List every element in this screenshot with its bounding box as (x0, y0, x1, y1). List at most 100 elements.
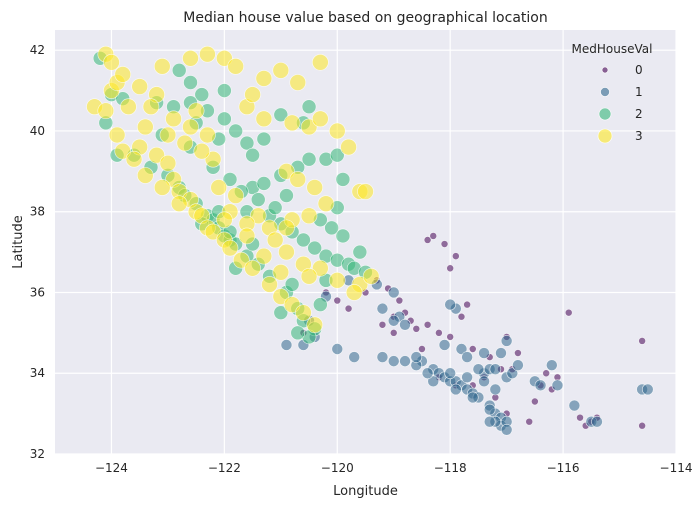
data-point-1 (534, 379, 547, 392)
data-point-1 (399, 318, 411, 331)
data-point-3 (272, 62, 290, 79)
data-point-2 (296, 232, 311, 248)
data-point-2 (279, 188, 294, 203)
data-point-2 (352, 244, 368, 260)
scatter-points (86, 45, 654, 436)
data-point-0 (514, 349, 522, 357)
x-tick-label: −116 (547, 461, 580, 475)
data-point-3 (142, 98, 160, 116)
data-point-3 (295, 304, 312, 321)
data-point-2 (222, 172, 238, 187)
data-point-1 (455, 343, 468, 355)
y-tick-labels: 32 34 36 38 40 42 (30, 43, 45, 461)
data-point-2 (267, 200, 283, 215)
data-point-1 (495, 347, 507, 359)
y-tick-label: 36 (30, 285, 45, 299)
data-point-3 (204, 150, 222, 168)
data-point-3 (300, 207, 318, 225)
data-point-2 (171, 63, 187, 78)
data-point-1 (489, 383, 502, 396)
data-point-1 (483, 403, 496, 416)
data-point-3 (255, 70, 273, 87)
legend-marker-0 (601, 66, 609, 74)
data-point-1 (641, 383, 654, 396)
data-point-1 (478, 375, 490, 388)
data-point-3 (272, 288, 290, 305)
data-point-0 (468, 345, 477, 353)
data-point-2 (183, 75, 198, 90)
data-point-0 (344, 304, 353, 313)
data-point-0 (638, 421, 646, 430)
legend: MedHouseVal 0 1 2 3 (572, 42, 652, 144)
data-point-0 (440, 240, 449, 248)
data-point-3 (159, 154, 177, 172)
data-point-2 (324, 220, 339, 236)
data-point-3 (300, 118, 318, 136)
legend-label-2: 2 (635, 107, 643, 121)
data-point-1 (331, 343, 344, 355)
data-point-1 (500, 335, 513, 347)
data-point-1 (399, 355, 411, 367)
data-point-3 (278, 243, 295, 261)
data-point-2 (273, 107, 289, 123)
data-point-0 (638, 337, 646, 345)
data-point-0 (564, 308, 573, 317)
data-point-3 (272, 263, 290, 281)
data-point-3 (159, 126, 177, 144)
data-point-0 (446, 333, 454, 341)
data-point-3 (357, 183, 374, 200)
data-point-3 (137, 118, 154, 136)
data-point-1 (545, 359, 558, 371)
data-point-3 (289, 171, 307, 188)
legend-label-1: 1 (635, 85, 643, 99)
y-tick-label: 34 (30, 366, 45, 380)
data-point-3 (328, 122, 346, 140)
data-point-0 (412, 325, 421, 333)
data-point-3 (227, 187, 244, 204)
data-point-0 (463, 300, 471, 309)
data-point-0 (418, 345, 426, 353)
x-axis-title: Longitude (333, 484, 398, 499)
data-point-3 (255, 110, 273, 128)
data-point-1 (450, 383, 462, 396)
data-point-3 (114, 142, 132, 160)
data-point-0 (446, 264, 454, 273)
data-point-0 (395, 296, 404, 305)
plot-background (55, 30, 676, 454)
data-point-3 (278, 163, 295, 180)
data-point-3 (182, 118, 199, 136)
data-point-3 (199, 126, 216, 144)
legend-marker-2 (598, 107, 612, 121)
data-point-2 (194, 87, 210, 102)
data-point-3 (204, 223, 222, 241)
x-tick-label: −120 (321, 461, 354, 475)
data-point-0 (333, 296, 342, 305)
data-point-3 (221, 239, 239, 257)
data-point-3 (165, 110, 182, 128)
data-point-3 (261, 276, 278, 293)
chart-title: Median house value based on geographical… (183, 10, 547, 26)
data-point-2 (228, 123, 243, 139)
data-point-3 (193, 142, 211, 160)
legend-marker-1 (600, 87, 610, 97)
data-point-3 (306, 316, 323, 334)
data-point-1 (376, 351, 389, 363)
y-tick-label: 40 (30, 124, 45, 138)
data-point-1 (461, 371, 473, 384)
data-point-3 (312, 110, 329, 128)
data-point-3 (283, 296, 301, 313)
data-point-0 (435, 329, 443, 337)
data-point-2 (250, 192, 266, 207)
data-point-3 (125, 150, 143, 168)
data-point-2 (217, 111, 232, 127)
data-point-1 (478, 347, 490, 359)
data-point-3 (306, 179, 323, 196)
data-point-3 (131, 78, 148, 95)
data-point-0 (576, 413, 584, 422)
plot-area (55, 30, 676, 454)
data-point-3 (317, 195, 335, 212)
data-point-2 (284, 277, 300, 292)
data-point-0 (542, 369, 550, 378)
data-point-1 (444, 367, 456, 380)
data-point-3 (249, 207, 267, 225)
